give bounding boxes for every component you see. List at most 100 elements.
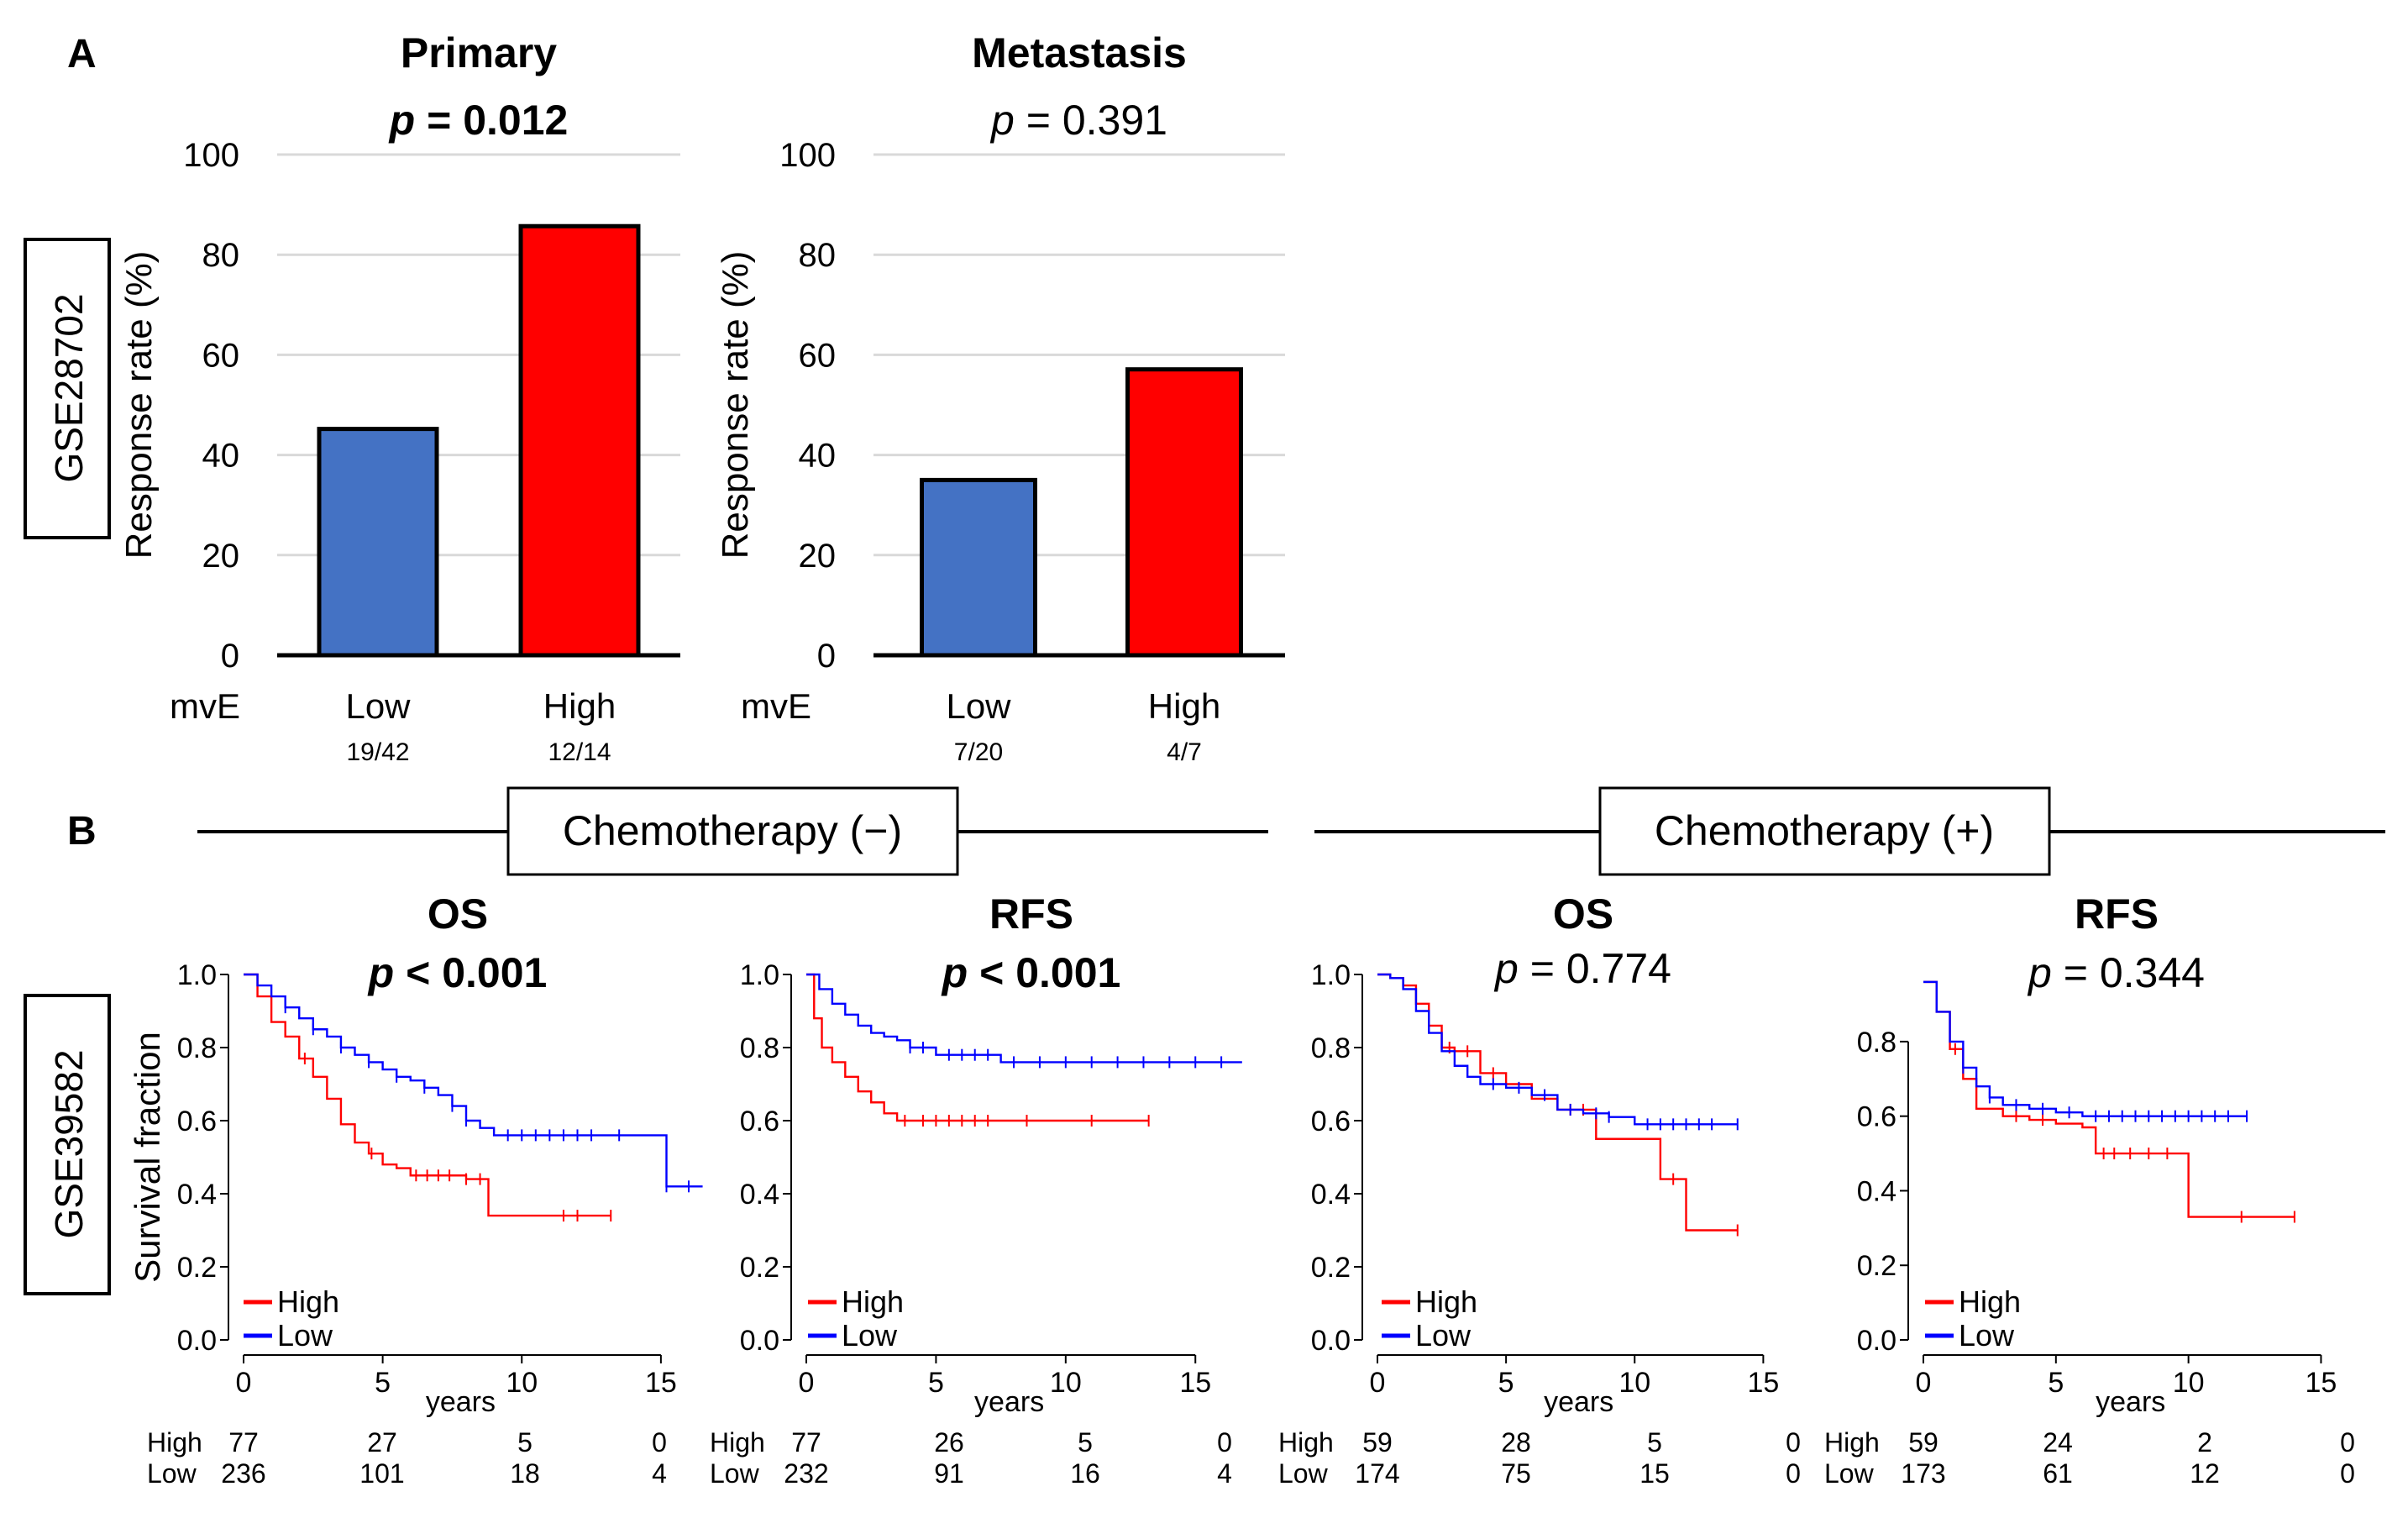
fraction-label: 19/42 bbox=[346, 738, 409, 766]
y-tick-label: 100 bbox=[779, 137, 836, 174]
dataset-label-a: GSE28702 bbox=[47, 293, 91, 482]
legend-label-low: Low bbox=[277, 1318, 333, 1353]
y-tick-label: 0.0 bbox=[177, 1325, 217, 1357]
chemo-plus-box bbox=[1598, 786, 2051, 876]
chart-title: Primary bbox=[401, 29, 557, 76]
risk-count-low: 4 bbox=[1217, 1458, 1232, 1489]
panel-a-label: A bbox=[67, 32, 97, 76]
km-curve-high bbox=[806, 973, 1149, 1122]
y-tick-label: 0 bbox=[221, 638, 239, 675]
p-value: p = 0.391 bbox=[989, 97, 1167, 144]
risk-label-low: Low bbox=[147, 1458, 197, 1489]
y-tick-label: 0.0 bbox=[740, 1325, 779, 1357]
y-axis-label: Response rate (%) bbox=[715, 251, 756, 559]
risk-count-low: 4 bbox=[652, 1458, 667, 1489]
fraction-label: 12/14 bbox=[548, 738, 611, 766]
x-tick-label: 10 bbox=[1618, 1367, 1650, 1399]
risk-count-low: 173 bbox=[1901, 1458, 1945, 1489]
risk-count-low: 16 bbox=[1070, 1458, 1100, 1489]
dataset-label-b: GSE39582 bbox=[47, 1049, 91, 1238]
risk-count-low: 0 bbox=[1786, 1458, 1801, 1489]
y-tick-label: 1.0 bbox=[1311, 959, 1351, 991]
risk-count-low: 232 bbox=[784, 1458, 828, 1489]
p-value: p = 0.344 bbox=[2027, 949, 2205, 996]
risk-count-high: 0 bbox=[652, 1427, 667, 1458]
y-tick-label: 0.4 bbox=[740, 1179, 779, 1211]
risk-count-high: 2 bbox=[2197, 1427, 2212, 1458]
x-tick-label: High bbox=[1148, 686, 1220, 726]
legend-label-high: High bbox=[1959, 1284, 2021, 1319]
y-tick-label: 60 bbox=[799, 337, 837, 374]
x-tick-label: 15 bbox=[1747, 1367, 1779, 1399]
y-tick-label: 40 bbox=[799, 438, 837, 475]
y-tick-label: 20 bbox=[799, 538, 837, 575]
y-axis-label: Survival fraction bbox=[128, 1032, 167, 1283]
y-tick-label: 0.4 bbox=[1857, 1175, 1896, 1207]
risk-count-low: 174 bbox=[1355, 1458, 1399, 1489]
risk-label-low: Low bbox=[1824, 1458, 1875, 1489]
risk-count-low: 18 bbox=[510, 1458, 540, 1489]
panel-b-label: B bbox=[67, 809, 97, 854]
legend-label-low: Low bbox=[1415, 1318, 1472, 1353]
risk-count-high: 77 bbox=[228, 1427, 259, 1458]
group-label-a2: mvE bbox=[741, 686, 811, 726]
risk-count-low: 236 bbox=[221, 1458, 265, 1489]
risk-label-high: High bbox=[147, 1427, 202, 1458]
risk-row-labels: High Low High Low High Low High Low bbox=[147, 1427, 1880, 1489]
chart-title: RFS bbox=[989, 890, 1073, 938]
risk-count-low: 0 bbox=[2340, 1458, 2355, 1489]
km-curve-low bbox=[1923, 980, 2248, 1117]
y-axis-label: Response rate (%) bbox=[118, 251, 160, 559]
y-tick-label: 0.8 bbox=[177, 1032, 217, 1064]
risk-count-high: 24 bbox=[2043, 1427, 2073, 1458]
legend-label-low: Low bbox=[842, 1318, 898, 1353]
y-tick-label: 80 bbox=[202, 237, 240, 274]
risk-count-high: 0 bbox=[1217, 1427, 1232, 1458]
x-tick-label: Low bbox=[946, 686, 1011, 726]
x-tick-label: 5 bbox=[1498, 1367, 1514, 1399]
chemo-minus-label: Chemotherapy (−) bbox=[563, 807, 902, 854]
bar-low bbox=[920, 477, 1037, 658]
y-tick-label: 0.4 bbox=[177, 1179, 217, 1211]
group-label-a1: mvE bbox=[170, 686, 240, 726]
y-tick-label: 0.2 bbox=[1857, 1250, 1896, 1282]
chemo-minus-box bbox=[506, 786, 959, 876]
y-tick-label: 0.6 bbox=[177, 1106, 217, 1137]
p-value-symbol: p bbox=[367, 949, 395, 996]
risk-count-high: 0 bbox=[1786, 1427, 1801, 1458]
p-value-symbol: p bbox=[388, 97, 416, 144]
risk-count-low: 91 bbox=[934, 1458, 964, 1489]
x-tick-label: 0 bbox=[236, 1367, 252, 1399]
dataset-box-b bbox=[24, 994, 111, 1295]
bar-high bbox=[518, 223, 641, 658]
chart-b3: OS p = 0.774 0.0 0.2 0.4 0.6 0.8 1.0 0 5 10 15 years… bbox=[1311, 890, 1801, 1489]
x-tick-label: Low bbox=[345, 686, 411, 726]
p-value: p < 0.001 bbox=[367, 949, 548, 996]
x-tick-label: 15 bbox=[645, 1367, 677, 1399]
km-curve-low bbox=[244, 973, 703, 1188]
y-tick-label: 0.0 bbox=[1311, 1325, 1351, 1357]
p-value: p = 0.012 bbox=[388, 97, 569, 144]
x-tick-label: 5 bbox=[2048, 1367, 2064, 1399]
bar-high bbox=[1125, 367, 1243, 658]
y-tick-label: 0.8 bbox=[1311, 1032, 1351, 1064]
legend-label-low: Low bbox=[1959, 1318, 2015, 1353]
x-axis-label: years bbox=[426, 1386, 496, 1418]
risk-count-high: 59 bbox=[1362, 1427, 1393, 1458]
fraction-label: 7/20 bbox=[954, 738, 1003, 766]
p-value-symbol: p bbox=[941, 949, 968, 996]
risk-count-high: 77 bbox=[791, 1427, 821, 1458]
legend-label-high: High bbox=[277, 1284, 339, 1319]
x-tick-label: High bbox=[543, 686, 616, 726]
risk-count-low: 101 bbox=[359, 1458, 404, 1489]
y-tick-label: 0.2 bbox=[740, 1252, 779, 1284]
risk-count-high: 26 bbox=[934, 1427, 964, 1458]
y-tick-label: 20 bbox=[202, 538, 240, 575]
x-tick-label: 0 bbox=[1370, 1367, 1386, 1399]
chart-a2: Metastasis p = 0.391 0 20 40 60 80 100 Response … bbox=[715, 29, 1285, 766]
km-curve-high bbox=[1923, 980, 2295, 1218]
